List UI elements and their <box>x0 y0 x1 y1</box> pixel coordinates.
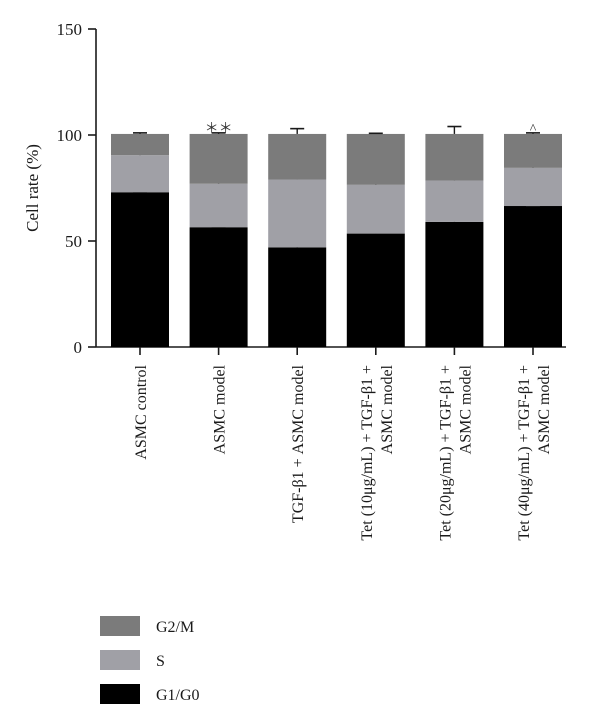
bar-segment <box>189 133 248 184</box>
significance-marker: ＊＊ <box>205 122 233 137</box>
bar-segment <box>504 206 562 347</box>
bar-segment <box>189 227 248 347</box>
bar-segment <box>268 247 327 347</box>
legend-label: G1/G0 <box>156 687 200 704</box>
significance-marker: ^ <box>530 122 537 137</box>
y-tick-label: 150 <box>57 20 83 39</box>
legend: G2/M S G1/G0 <box>100 616 200 704</box>
category-label: ASMC model <box>457 364 474 454</box>
bar-segment <box>504 133 562 168</box>
category-label: Tet (20μg/mL) + TGF-β1 + <box>437 365 454 541</box>
category-label: ASMC model <box>212 364 229 454</box>
category-label: ASMC model <box>379 364 396 454</box>
legend-swatch <box>100 684 140 704</box>
bar-segment <box>346 184 405 234</box>
legend-label: G2/M <box>156 619 194 636</box>
bar-segment <box>425 221 484 347</box>
legend-swatch <box>100 650 140 670</box>
bar-segment <box>425 180 484 222</box>
bar-segment <box>346 133 405 185</box>
y-tick-label: 50 <box>65 232 82 251</box>
bar-segment <box>268 179 327 248</box>
y-tick-label: 0 <box>74 338 83 357</box>
axes: 0 50 100 150 Cell rate (%) <box>23 20 566 357</box>
category-label: ASMC model <box>536 364 553 454</box>
bar-segment <box>346 233 405 347</box>
bar-segment <box>111 155 169 193</box>
category-labels: ASMC control ASMC model TGF-β1 + ASMC mode… <box>133 364 553 540</box>
y-tick-label: 100 <box>57 126 83 145</box>
bar-segment <box>425 133 484 181</box>
category-label: TGF-β1 + ASMC model <box>290 364 307 523</box>
category-label: ASMC control <box>133 364 150 459</box>
bar-segment <box>268 133 327 180</box>
legend-label: S <box>156 653 165 670</box>
bar-segment <box>111 192 169 347</box>
bar-segment <box>111 133 169 156</box>
y-axis-title: Cell rate (%) <box>23 144 42 232</box>
bar-segment <box>504 167 562 207</box>
bar-segment <box>189 183 248 228</box>
category-label: Tet (40μg/mL) + TGF-β1 + <box>516 365 533 541</box>
bars: ＊＊＊＊＊＊####^^^^^^^^^^^^^ <box>111 122 562 347</box>
category-label: Tet (10μg/mL) + TGF-β1 + <box>359 365 376 541</box>
legend-swatch <box>100 616 140 636</box>
